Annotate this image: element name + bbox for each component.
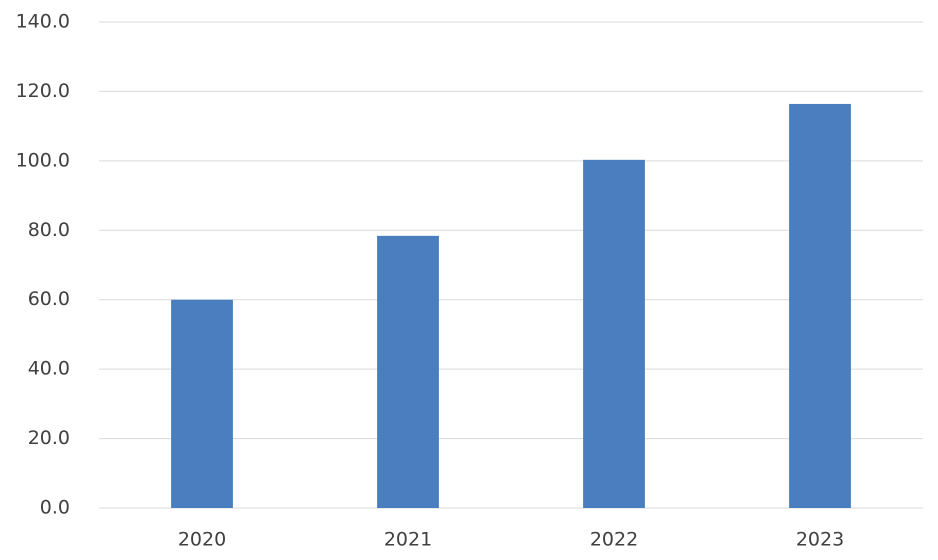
bar [789, 103, 851, 508]
y-tick-label: 120.0 [16, 80, 70, 102]
bar [377, 235, 439, 508]
x-tick-label: 2021 [384, 529, 432, 551]
x-tick-label: 2023 [796, 529, 844, 551]
y-tick-label: 60.0 [28, 288, 70, 310]
y-tick-label: 40.0 [28, 358, 70, 380]
y-tick-label: 100.0 [16, 149, 70, 171]
y-tick-label: 20.0 [28, 427, 70, 449]
bar [583, 159, 645, 508]
y-tick-label: 80.0 [28, 219, 70, 241]
x-tick-label: 2020 [178, 529, 226, 551]
y-tick-label: 140.0 [16, 11, 70, 33]
y-tick-label: 0.0 [40, 497, 70, 519]
x-tick-label: 2022 [590, 529, 638, 551]
bar [171, 299, 233, 508]
